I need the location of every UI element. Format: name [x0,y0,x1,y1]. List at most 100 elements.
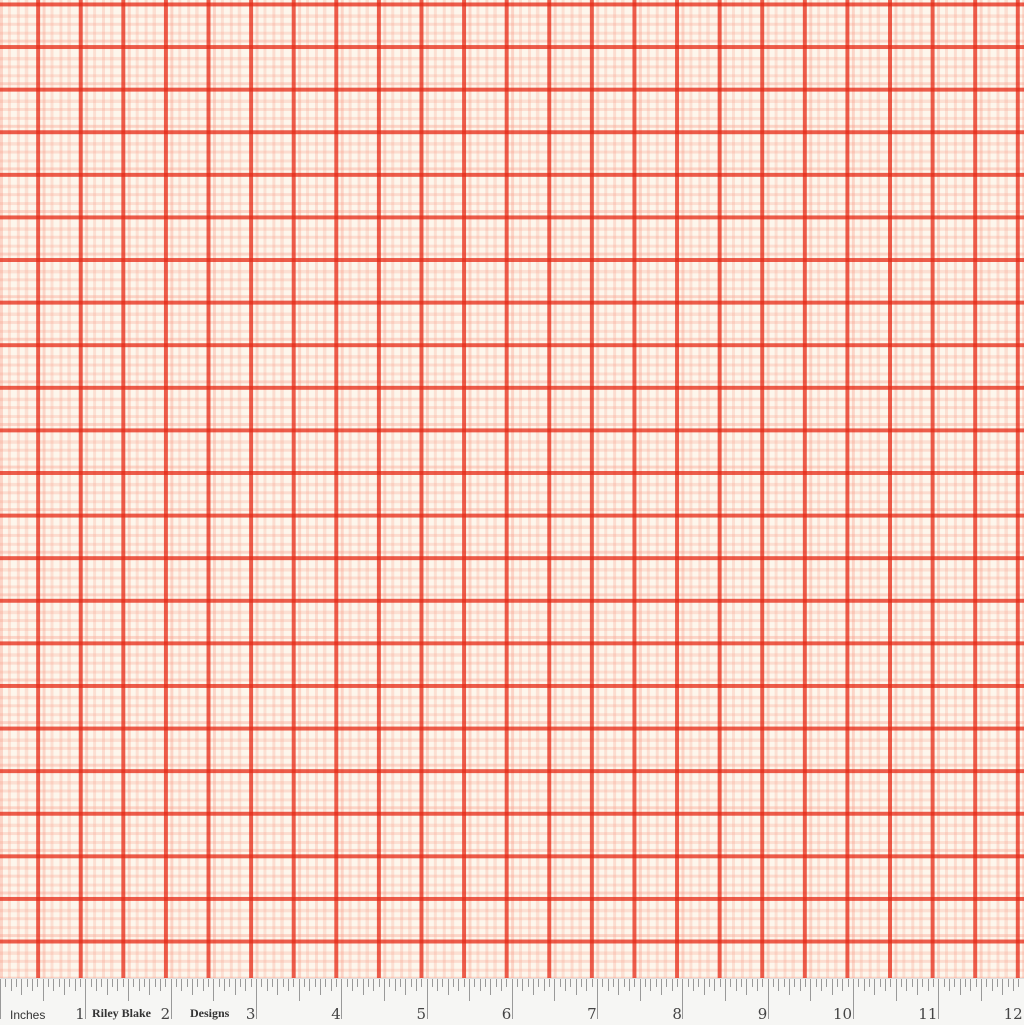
ruler-tick [192,979,193,995]
ruler-tick [752,979,753,987]
ruler-tick [176,979,177,987]
ruler-tick [48,979,49,987]
ruler-tick [816,979,817,987]
ruler-tick [901,979,902,987]
ruler-tick [592,979,593,987]
ruler-tick [1013,979,1014,991]
ruler-tick [602,979,603,987]
ruler-tick [373,979,374,991]
ruler-tick [597,979,598,1019]
ruler-tick [69,979,70,987]
ruler-tick [682,979,683,1019]
ruler-tick [842,979,843,991]
ruler-tick [235,979,236,995]
ruler-tick [53,979,54,991]
ruler-tick [208,979,209,987]
ruler-tick [608,979,609,991]
ruler-number: 10 [833,1005,852,1023]
ruler-tick [480,979,481,991]
ruler-tick [768,979,769,1019]
ruler-tick [277,979,278,995]
ruler-tick [634,979,635,987]
ruler-tick [853,979,854,1019]
ruler-tick [16,979,17,987]
ruler-tick [810,979,811,1001]
ruler-tick [245,979,246,991]
ruler-tick [970,979,971,991]
ruler-tick [283,979,284,987]
ruler-tick [917,979,918,995]
ruler-tick [11,979,12,991]
ruler-tick [400,979,401,987]
ruler-tick [80,979,81,987]
ruler-tick [352,979,353,991]
brand-name: Riley Blake [92,1006,151,1021]
ruler-tick [640,979,641,1001]
ruler-tick [363,979,364,995]
ruler-tick [203,979,204,991]
ruler-tick [181,979,182,991]
ruler-tick [320,979,321,995]
ruler-number: 3 [246,1005,256,1023]
ruler-tick [693,979,694,991]
ruler-number: 9 [758,1005,768,1023]
ruler-tick [0,979,1,1019]
ruler-tick [869,979,870,987]
ruler-tick [91,979,92,987]
ruler-tick [992,979,993,991]
ruler-tick [624,979,625,987]
ruler-tick [762,979,763,987]
ruler-tick [688,979,689,987]
ruler-tick [650,979,651,991]
ruler-tick [976,979,977,987]
ruler-tick [794,979,795,987]
ruler-tick [448,979,449,995]
ruler-tick [267,979,268,991]
ruler-tick [656,979,657,987]
ruler-tick [325,979,326,987]
ruler-tick [496,979,497,987]
ruler-tick [789,979,790,995]
ruler-tick [379,979,380,987]
ruler-tick [837,979,838,987]
ruler-tick [896,979,897,1001]
ruler-tick [96,979,97,991]
ruler-tick [304,979,305,987]
ruler-tick [981,979,982,1001]
ruler-tick [123,979,124,987]
ruler-tick [107,979,108,995]
ruler-tick [912,979,913,987]
ruler-tick [416,979,417,991]
ruler-tick [347,979,348,987]
ruler-tick [485,979,486,987]
ruler-number: 4 [331,1005,341,1023]
ruler-tick [517,979,518,987]
ruler-tick [43,979,44,1001]
ruler-tick [149,979,150,995]
ruler-tick [85,979,86,1019]
ruler-tick [528,979,529,987]
ruler-tick [101,979,102,987]
plaid-fabric-swatch [0,0,1024,980]
ruler-tick [139,979,140,991]
ruler-tick [272,979,273,987]
ruler-tick [229,979,230,987]
ruler-tick [256,979,257,1019]
brand-designs: Designs [190,1006,229,1021]
ruler-tick [778,979,779,991]
ruler-number: 2 [161,1005,171,1023]
ruler-tick [864,979,865,991]
ruler-tick [698,979,699,987]
ruler-tick [928,979,929,991]
ruler-tick [784,979,785,987]
ruler-tick [821,979,822,991]
ruler-tick [858,979,859,987]
ruler-tick [357,979,358,987]
ruler-tick [954,979,955,987]
ruler-tick [187,979,188,987]
ruler-tick [576,979,577,995]
ruler-tick [112,979,113,987]
ruler-tick [27,979,28,987]
ruler-tick [874,979,875,995]
